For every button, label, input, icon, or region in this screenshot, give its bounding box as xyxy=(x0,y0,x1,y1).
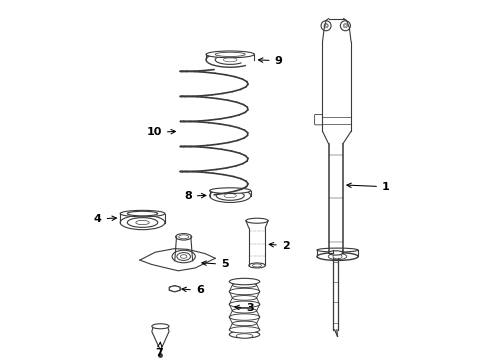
Text: o: o xyxy=(324,23,327,28)
Circle shape xyxy=(321,21,330,31)
Ellipse shape xyxy=(216,191,244,200)
Text: 9: 9 xyxy=(258,56,282,66)
Text: 10: 10 xyxy=(146,127,175,138)
Ellipse shape xyxy=(127,218,158,228)
Ellipse shape xyxy=(205,51,254,58)
Circle shape xyxy=(343,24,347,28)
Ellipse shape xyxy=(316,248,357,252)
Circle shape xyxy=(340,21,350,31)
Ellipse shape xyxy=(232,321,256,326)
Ellipse shape xyxy=(229,278,259,285)
FancyBboxPatch shape xyxy=(314,114,322,125)
Text: 3: 3 xyxy=(234,303,253,313)
Ellipse shape xyxy=(178,235,188,239)
Ellipse shape xyxy=(229,331,259,338)
Ellipse shape xyxy=(332,254,341,259)
Ellipse shape xyxy=(252,264,261,267)
Ellipse shape xyxy=(232,296,256,300)
Ellipse shape xyxy=(245,218,267,223)
Text: 4: 4 xyxy=(94,214,116,224)
Ellipse shape xyxy=(120,210,164,217)
Ellipse shape xyxy=(180,255,186,258)
Text: 6: 6 xyxy=(182,285,203,296)
Ellipse shape xyxy=(232,309,256,313)
Ellipse shape xyxy=(229,288,259,295)
Ellipse shape xyxy=(152,324,169,329)
Polygon shape xyxy=(169,285,180,292)
Ellipse shape xyxy=(136,220,149,225)
Ellipse shape xyxy=(209,189,250,202)
Ellipse shape xyxy=(236,334,252,338)
Text: 1: 1 xyxy=(346,182,389,192)
Ellipse shape xyxy=(172,250,195,263)
Ellipse shape xyxy=(248,263,264,268)
Ellipse shape xyxy=(328,251,342,255)
Ellipse shape xyxy=(229,314,259,320)
Ellipse shape xyxy=(224,194,236,198)
Text: 2: 2 xyxy=(268,241,289,251)
Ellipse shape xyxy=(316,253,357,260)
Text: 7: 7 xyxy=(155,342,163,358)
Ellipse shape xyxy=(232,283,256,287)
Ellipse shape xyxy=(175,234,191,240)
Ellipse shape xyxy=(327,253,346,260)
Text: 8: 8 xyxy=(183,191,205,201)
Ellipse shape xyxy=(209,188,250,194)
Ellipse shape xyxy=(229,327,259,333)
Circle shape xyxy=(323,24,327,28)
Text: 5: 5 xyxy=(202,259,228,269)
Ellipse shape xyxy=(177,253,190,260)
Ellipse shape xyxy=(120,215,164,230)
Text: o: o xyxy=(343,23,346,28)
Ellipse shape xyxy=(229,301,259,307)
Polygon shape xyxy=(152,326,169,350)
